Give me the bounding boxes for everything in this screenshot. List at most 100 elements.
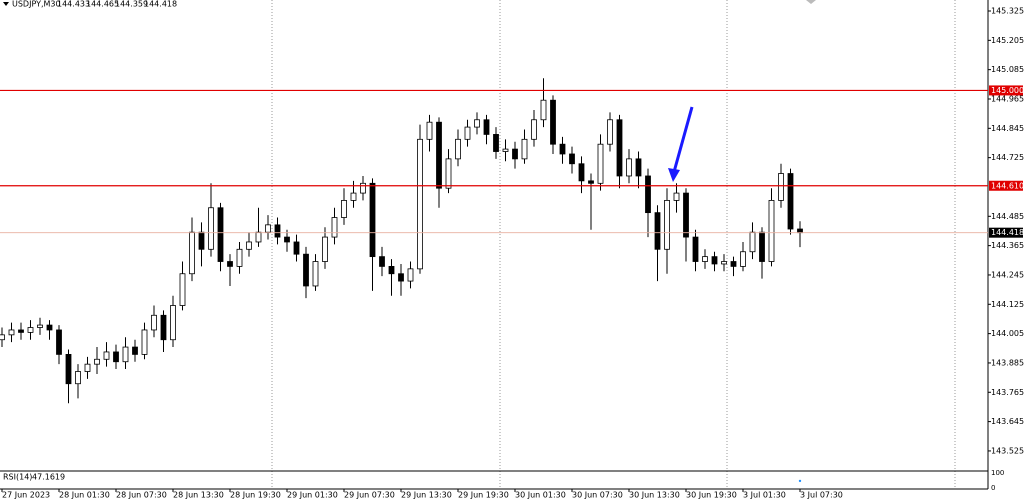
candle-body [569, 153, 575, 165]
price-label: 144.418 [991, 228, 1024, 237]
candle-body [455, 138, 461, 160]
candle-body [702, 256, 708, 262]
plot: 143.525 143.645 143.765 143.885 144.005 144.1… [0, 6, 1024, 500]
candle-body [436, 121, 442, 189]
candle-body [635, 158, 642, 177]
candle-body [407, 268, 414, 282]
candle-body [322, 236, 328, 262]
x-tick-label: 28 Jun 13:30 [173, 491, 224, 500]
candle-body [654, 212, 661, 250]
candle-body [445, 158, 452, 189]
rsi-tick-label: 0 [991, 484, 995, 492]
rsi-tick-label: 100 [991, 469, 1004, 477]
candle-body [265, 224, 271, 233]
candle-body [512, 148, 518, 160]
rsi-title: RSI(14) [3, 473, 32, 482]
y-tick-label: 145.205 [991, 36, 1024, 45]
candle-body [189, 231, 195, 275]
candle-body [179, 273, 186, 306]
y-tick-label: 144.125 [991, 300, 1024, 309]
candle-body [18, 329, 24, 333]
candle-body [103, 351, 110, 360]
candle-body [664, 200, 670, 250]
candle-body [464, 126, 471, 140]
x-tick-label: 27 Jun 2023 [2, 491, 50, 500]
candle-body [27, 327, 34, 333]
x-tick-label: 29 Jun 07:30 [344, 491, 395, 500]
y-tick-label: 144.965 [991, 94, 1024, 103]
candle-body [236, 248, 243, 267]
candle-body [350, 192, 357, 201]
menu-triangle[interactable] [3, 2, 9, 6]
candle-body [749, 231, 756, 253]
candle-body [588, 180, 594, 184]
y-tick-label: 143.525 [991, 446, 1024, 455]
candle-body [417, 138, 423, 270]
candle-body [645, 175, 651, 214]
candle-body [198, 231, 205, 250]
candle-body [284, 236, 290, 243]
candle-body [379, 256, 385, 267]
x-tick-label: 30 Jun 13:30 [629, 491, 680, 500]
level-label: 144.610 [991, 181, 1024, 190]
candle-body [474, 119, 480, 128]
x-tick-label: 30 Jun 01:30 [515, 491, 566, 500]
candle-body [388, 266, 395, 275]
candle-body [113, 351, 119, 363]
x-tick-label: 28 Jun 01:30 [59, 491, 110, 500]
x-tick-label: 29 Jun 13:30 [401, 491, 452, 500]
candle-body [132, 346, 138, 355]
candle-body [8, 329, 15, 336]
rsi-value: 47.1619 [32, 473, 65, 482]
candle-body [797, 228, 803, 234]
candle-body [151, 314, 157, 331]
ohlc-low: 144.359 [115, 0, 148, 9]
candle-body [217, 207, 224, 262]
candle-body [759, 231, 765, 262]
y-tick-label: 143.645 [991, 417, 1024, 426]
x-tick-label: 3 Jul 01:30 [743, 491, 786, 500]
candle-body [331, 217, 338, 238]
ohlc-close: 144.418 [144, 0, 177, 9]
candle-body [740, 251, 746, 267]
candle-body [170, 305, 176, 341]
x-tick-label: 30 Jun 07:30 [572, 491, 623, 500]
candle-body [141, 329, 148, 355]
candle-body [303, 253, 309, 287]
candle-body [721, 261, 727, 265]
y-tick-label: 144.845 [991, 124, 1024, 133]
y-tick-label: 145.085 [991, 65, 1024, 74]
candle-body [730, 261, 737, 267]
x-tick-label: 29 Jun 19:30 [458, 491, 509, 500]
candle-body [502, 148, 509, 152]
candle-body [398, 273, 404, 282]
x-tick-label: 29 Jun 01:30 [287, 491, 338, 500]
candle-body [255, 231, 262, 243]
y-tick-label: 144.365 [991, 241, 1024, 250]
candle-body [711, 256, 718, 265]
x-tick-label: 30 Jun 19:30 [686, 491, 737, 500]
candle-body [626, 158, 632, 177]
candle-body [578, 163, 585, 182]
arrow-head [668, 168, 680, 182]
candle-body [550, 99, 556, 145]
candle-body [312, 261, 319, 287]
candle-body [483, 119, 490, 135]
candle-body [692, 236, 699, 262]
candle-body [426, 121, 433, 140]
candle-body [768, 200, 775, 262]
ohlc-high: 144.465 [86, 0, 119, 9]
marker [806, 0, 816, 4]
candle-body [122, 346, 129, 363]
candle-body [787, 173, 794, 230]
level-label-bg [989, 85, 1023, 96]
candle-body [683, 192, 689, 238]
candle-body [227, 261, 233, 267]
candle-body [84, 363, 91, 372]
candle-body [493, 134, 499, 152]
candle-body [37, 324, 43, 328]
price-label-bg [989, 227, 1023, 238]
candle-body [65, 353, 72, 385]
x-tick-label: 28 Jun 07:30 [116, 491, 167, 500]
